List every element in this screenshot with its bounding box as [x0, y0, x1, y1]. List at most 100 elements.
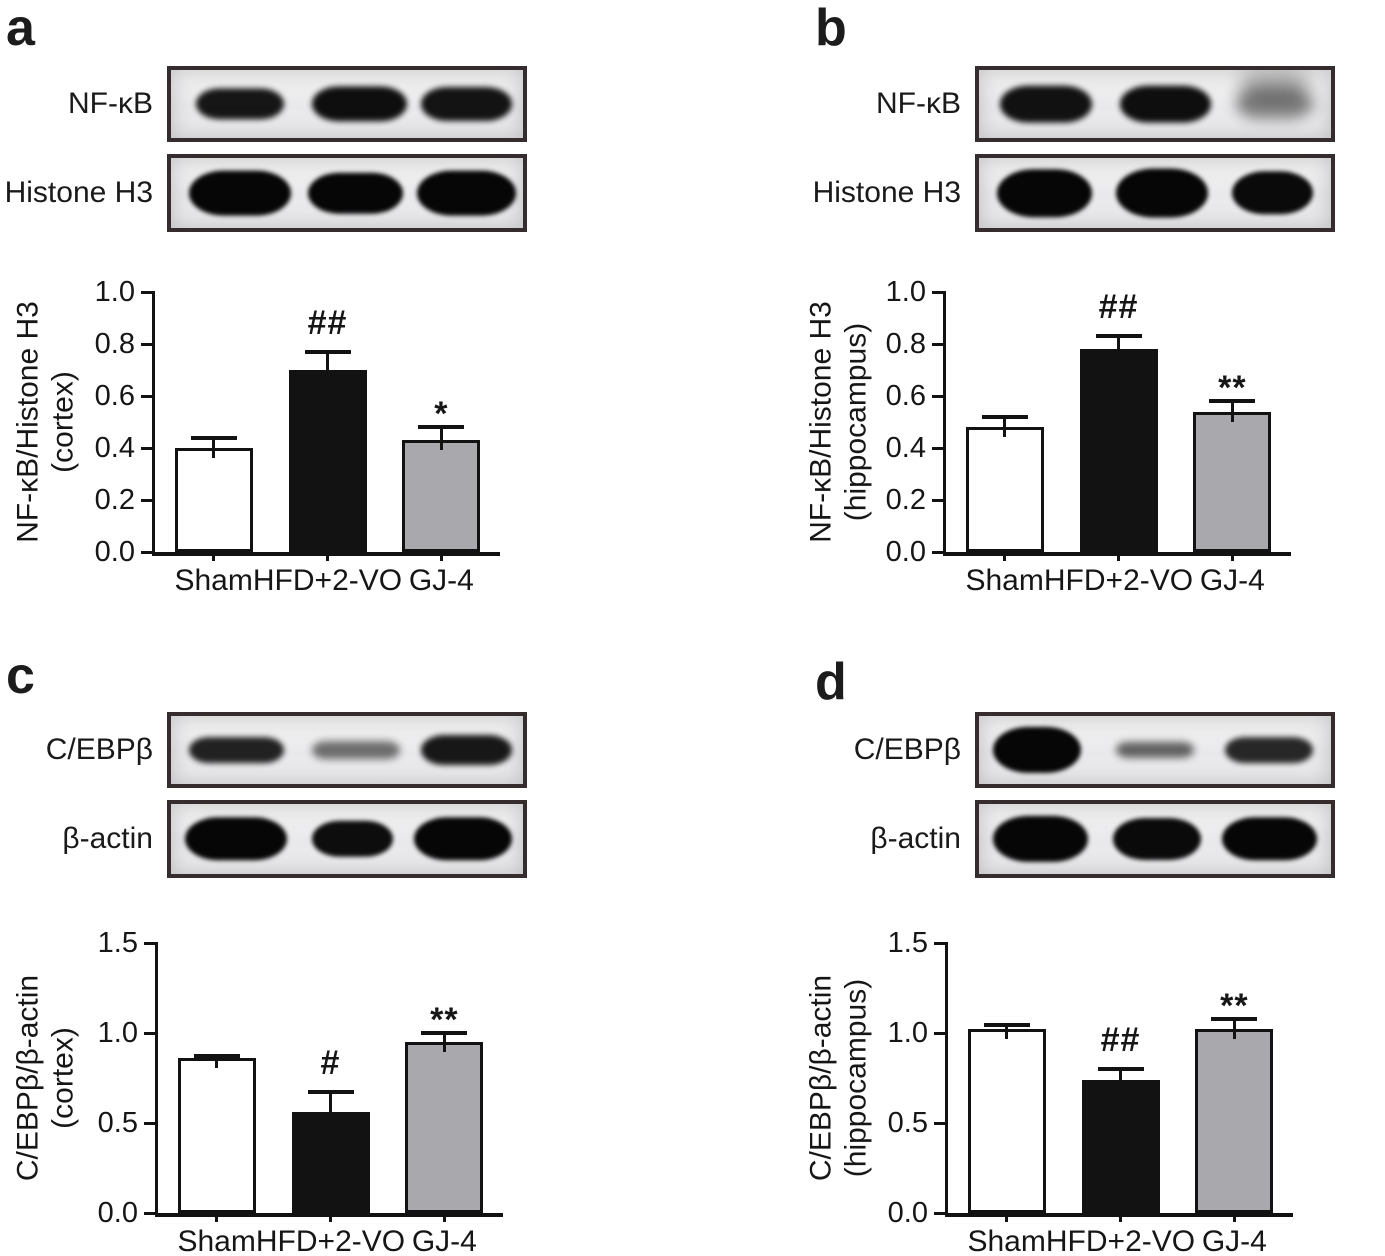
y-tick-label: 1.0 — [97, 1017, 138, 1049]
y-tick — [934, 1121, 948, 1125]
blot-label: β-actin — [870, 822, 961, 855]
plot-area: 1.5 1.0 0.5 0.0 Sham # HFD+2-VO ** GJ-4 — [98, 929, 503, 1256]
x-tick — [442, 1213, 446, 1222]
western-blot-image — [167, 154, 527, 232]
error-bar-cap — [1209, 399, 1256, 404]
y-tick — [141, 498, 155, 502]
bar — [402, 440, 481, 552]
y-tick-label: 0.8 — [94, 328, 135, 360]
blot-label: NF-κB — [876, 87, 961, 120]
y-tick — [934, 941, 948, 945]
panel-letter: c — [6, 647, 35, 705]
y-tick-label: 0.6 — [885, 380, 926, 412]
y-tick-label: 0.0 — [94, 536, 135, 568]
bar — [174, 448, 253, 552]
blot-band — [308, 172, 404, 214]
blot-band — [1232, 171, 1314, 215]
blot-band — [1235, 89, 1314, 119]
significance-annotation: * — [434, 395, 449, 434]
x-tick-label: Sham — [177, 1225, 256, 1256]
error-bar-cap — [421, 1031, 468, 1035]
error-bar-stem — [439, 427, 443, 451]
y-tick-label: 0.6 — [94, 380, 135, 412]
blot-band — [420, 87, 513, 121]
error-bar-cap — [418, 425, 465, 430]
blot-row: NF-κB — [68, 66, 527, 142]
y-tick-label: 0.0 — [885, 536, 926, 568]
x-tick — [326, 552, 329, 561]
y-tick — [141, 342, 155, 346]
blot-band — [185, 817, 288, 861]
x-tick — [439, 552, 443, 561]
blot-band — [996, 169, 1092, 217]
y-tick — [932, 498, 946, 502]
blot-group: C/EBPβ β-actin — [854, 712, 1335, 890]
error-bar-cap — [304, 349, 351, 354]
y-tick-label: 0.4 — [885, 432, 926, 464]
y-tick — [144, 941, 158, 945]
blot-label: C/EBPβ — [853, 733, 961, 766]
x-tick-label: GJ-4 — [1199, 564, 1265, 597]
bar — [288, 370, 367, 552]
panel-b: b NF-κB Histone H3 NF-κB/Histone H3 (hipp… — [693, 0, 1385, 628]
y-tick-label: 0.0 — [97, 1197, 138, 1229]
blot-band — [993, 815, 1089, 863]
blot-band — [1112, 818, 1201, 860]
error-bar-cap — [193, 1053, 240, 1058]
blot-band — [1119, 85, 1212, 123]
y-tick-label: 1.0 — [885, 276, 926, 308]
error-bar-cap — [981, 414, 1028, 419]
x-tick — [1117, 552, 1120, 561]
y-axis-label: NF-κB/Histone H3 (cortex) — [11, 301, 80, 543]
error-bar-stem — [1003, 416, 1007, 438]
bar — [291, 1112, 370, 1213]
y-tick — [141, 394, 155, 398]
error-bar-cap — [190, 435, 237, 440]
error-bar-cap — [1211, 1016, 1258, 1021]
plot-area: 1.5 1.0 0.5 0.0 Sham ## HFD+2-VO ** GJ-4 — [888, 929, 1293, 1256]
panel-c: c C/EBPβ β-actin C/EBPβ/β-actin (cortex) … — [0, 628, 692, 1256]
x-tick — [1232, 1213, 1236, 1222]
y-tick — [932, 342, 946, 346]
blot-row: β-actin — [62, 800, 527, 878]
y-tick-label: 0.5 — [887, 1107, 928, 1139]
error-bar-stem — [212, 437, 216, 458]
error-bar-stem — [215, 1055, 219, 1069]
western-blot-image — [975, 712, 1335, 788]
western-blot-image — [167, 712, 527, 788]
blot-band — [1116, 741, 1194, 759]
western-blot-image — [975, 800, 1335, 878]
blot-group: NF-κB Histone H3 — [813, 66, 1335, 244]
bar — [1081, 1079, 1160, 1213]
error-bar-stem — [1119, 1069, 1122, 1090]
blot-band — [417, 170, 516, 216]
y-axis-label: C/EBPβ/β-actin (cortex) — [11, 974, 80, 1182]
blot-band — [188, 170, 291, 216]
x-tick-label: HFD+2-VO — [252, 564, 403, 597]
blot-row: NF-κB — [876, 66, 1335, 142]
y-tick — [934, 1031, 948, 1035]
panel-a: a NF-κB Histone H3 NF-κB/Histone H3 (cort… — [0, 0, 692, 628]
error-bar-cap — [307, 1090, 354, 1095]
blot-band — [1239, 72, 1310, 101]
blot-band — [1225, 737, 1314, 763]
panel-d: d C/EBPβ β-actin C/EBPβ/β-actin (hippocam… — [693, 628, 1385, 1256]
significance-annotation: ## — [1100, 1021, 1141, 1059]
bar — [1195, 1029, 1274, 1213]
blot-label: NF-κB — [68, 87, 153, 120]
bar — [965, 427, 1044, 552]
panel-letter: b — [815, 0, 847, 57]
x-tick-label: Sham — [965, 564, 1044, 597]
y-tick-label: 1.5 — [97, 927, 138, 959]
x-tick-label: HFD+2-VO — [1045, 1225, 1196, 1256]
significance-annotation: ## — [307, 303, 348, 342]
x-tick-label: Sham — [174, 564, 253, 597]
western-blot-image — [975, 154, 1335, 232]
significance-annotation: # — [320, 1044, 341, 1083]
blot-row: C/EBPβ — [46, 712, 527, 788]
error-bar-stem — [1005, 1024, 1009, 1040]
blot-band — [993, 726, 1082, 774]
error-bar-stem — [329, 1092, 332, 1123]
western-blot-image — [167, 66, 527, 142]
